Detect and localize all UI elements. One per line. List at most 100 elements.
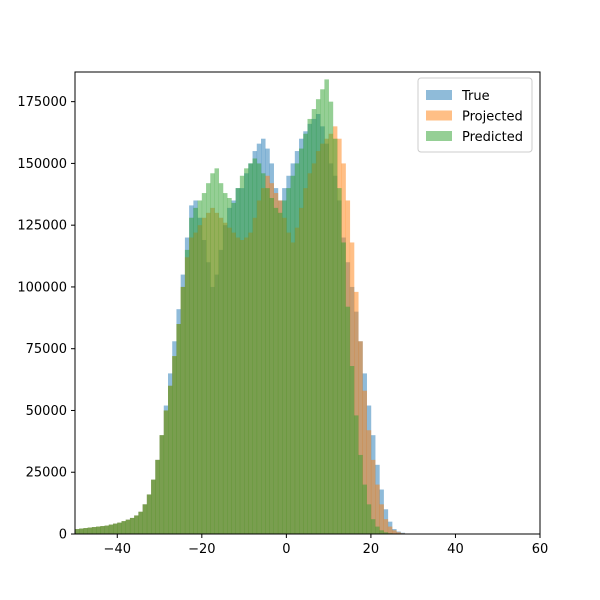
bar-projected (370, 459, 376, 534)
bar-predicted (146, 494, 152, 534)
y-tick-label: 25000 (26, 466, 67, 481)
bar-predicted (218, 183, 224, 534)
bar-predicted (244, 168, 249, 534)
y-tick-label: 100000 (17, 280, 67, 295)
legend: True Projected Predicted (417, 77, 533, 153)
bar-predicted (138, 511, 143, 534)
bar-predicted (383, 532, 389, 534)
bar-predicted (362, 484, 367, 534)
x-tick-label: 40 (447, 542, 464, 557)
bar-predicted (303, 133, 308, 534)
bar-projected (354, 291, 359, 534)
bar-projected (392, 530, 397, 534)
bar-predicted (307, 118, 313, 534)
bar-predicted (235, 188, 241, 534)
bar-predicted (172, 356, 177, 534)
bar-predicted (341, 242, 346, 534)
x-tick-label: −40 (104, 542, 131, 557)
bar-predicted (155, 459, 160, 534)
bar-projected (366, 430, 372, 534)
bar-predicted (168, 385, 173, 534)
bar-predicted (320, 89, 325, 534)
bar-predicted (134, 515, 139, 534)
bar-predicted (79, 528, 84, 534)
bar-predicted (256, 163, 262, 534)
bar-predicted (227, 198, 232, 534)
bar-predicted (324, 79, 329, 534)
y-tick-label: 0 (59, 528, 67, 543)
bar-predicted (222, 193, 228, 534)
bar-predicted (214, 168, 220, 534)
bar-predicted (345, 306, 351, 534)
legend-swatch-projected (426, 110, 452, 121)
bar-predicted (96, 526, 101, 534)
x-tick-label: 0 (282, 542, 290, 557)
bar-predicted (370, 519, 376, 534)
bar-predicted (366, 504, 372, 534)
bar-projected (379, 504, 384, 534)
bar-predicted (197, 200, 203, 534)
bar-predicted (261, 173, 266, 534)
legend-label-projected: Projected (462, 110, 523, 125)
bar-predicted (311, 109, 317, 534)
bar-predicted (277, 212, 283, 534)
bar-predicted (206, 183, 211, 534)
bar-predicted (265, 188, 270, 534)
bar-projected (387, 526, 393, 534)
bar-predicted (273, 207, 279, 534)
bar-predicted (163, 410, 169, 534)
bar-predicted (104, 525, 110, 534)
bar-predicted (248, 163, 253, 534)
bar-predicted (349, 366, 355, 534)
bar-predicted (83, 528, 88, 534)
bar-projected (396, 532, 401, 534)
bar-predicted (159, 435, 165, 534)
bar-predicted (358, 454, 363, 534)
bar-predicted (269, 198, 274, 534)
bar-predicted (282, 200, 287, 534)
legend-label-true: True (461, 89, 490, 104)
bar-projected (362, 390, 367, 534)
x-tick-label: 20 (363, 542, 380, 557)
bar-predicted (121, 521, 127, 534)
y-axis-ticks: 0 25000 50000 75000 100000 125000 150000 175000 (17, 95, 75, 543)
bar-predicted (354, 415, 359, 534)
bar-predicted (210, 173, 215, 534)
bar-projected (358, 341, 363, 534)
bar-predicted (117, 522, 122, 534)
bar-predicted (108, 524, 114, 534)
bar-predicted (299, 148, 304, 534)
bar-predicted (100, 526, 105, 534)
x-tick-label: −20 (188, 542, 215, 557)
bar-predicted (180, 286, 186, 534)
bar-predicted (176, 324, 181, 534)
legend-swatch-predicted (426, 131, 452, 141)
bar-predicted (151, 479, 156, 534)
bar-predicted (231, 202, 236, 534)
bar-predicted (184, 249, 190, 534)
bar-predicted (129, 517, 135, 534)
bar-predicted (375, 526, 380, 534)
bar-predicted (337, 188, 342, 534)
y-tick-label: 125000 (17, 219, 67, 234)
bar-projected (375, 484, 380, 534)
x-tick-label: 60 (532, 542, 549, 557)
bar-predicted (294, 163, 300, 534)
bar-projected (383, 519, 389, 534)
bar-predicted (189, 217, 194, 534)
bar-predicted (328, 101, 334, 534)
y-tick-label: 150000 (17, 157, 67, 172)
bar-predicted (290, 175, 296, 534)
series-predicted-bars (75, 79, 397, 534)
y-tick-label: 175000 (17, 95, 67, 110)
plot-frame (74, 71, 541, 535)
bar-predicted (286, 188, 291, 534)
bar-predicted (239, 175, 245, 534)
bar-predicted (125, 519, 131, 534)
bars-layer (75, 79, 414, 534)
bar-predicted (91, 527, 97, 534)
bar-predicted (193, 207, 198, 534)
bar-predicted (87, 527, 93, 534)
bar-predicted (379, 530, 384, 534)
